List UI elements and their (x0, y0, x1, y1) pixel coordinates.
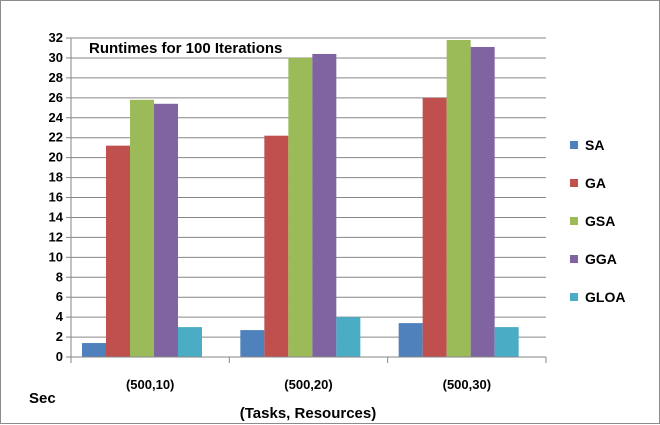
x-tick-label: (500,30) (443, 377, 491, 392)
y-tick-label: 22 (49, 130, 63, 145)
legend-swatch (570, 293, 578, 301)
bar-gsa (288, 57, 313, 357)
bar-gga (470, 46, 495, 358)
x-tick-label: (500,20) (284, 377, 332, 392)
legend-label: GGA (585, 251, 617, 267)
legend-swatch (570, 255, 578, 263)
bar-gloa (178, 327, 202, 357)
bar-ga (106, 145, 130, 357)
y-tick-label: 12 (49, 229, 63, 244)
bar-ga (422, 97, 447, 357)
legend-swatch (570, 217, 578, 225)
legend-swatch (570, 179, 578, 187)
legend-label: SA (585, 137, 604, 153)
y-tick-label: 6 (56, 289, 63, 304)
bar-gsa (130, 99, 154, 358)
y-tick-label: 10 (49, 249, 63, 264)
legend-label: GSA (585, 213, 615, 229)
y-tick-label: 24 (49, 110, 64, 125)
bar-sa (240, 330, 265, 357)
y-tick-label: 14 (49, 209, 64, 224)
bar-gloa (494, 327, 519, 357)
bar-sa (82, 343, 106, 357)
legend-label: GLOA (585, 289, 625, 305)
y-tick-label: 28 (49, 70, 63, 85)
bars (82, 39, 519, 358)
chart-title: Runtimes for 100 Iterations (89, 40, 282, 57)
legend-swatch (570, 141, 578, 149)
y-tick-label: 26 (49, 90, 63, 105)
y-tick-label: 8 (56, 269, 63, 284)
bar-gloa (336, 317, 361, 357)
x-tick-label: (500,10) (126, 377, 174, 392)
bar-sa (398, 323, 423, 357)
y-tick-label: 20 (49, 150, 63, 165)
y-tick-label: 18 (49, 170, 63, 185)
y-axis-title: Sec (29, 390, 56, 407)
legend-label: GA (585, 175, 606, 191)
bar-gga (154, 103, 178, 357)
y-tick-label: 0 (56, 349, 63, 364)
bar-ga (264, 135, 289, 357)
bar-gsa (446, 39, 471, 358)
bar-gga (312, 53, 337, 357)
y-tick-label: 30 (49, 50, 63, 65)
y-tick-label: 4 (56, 309, 64, 324)
y-tick-label: 32 (49, 30, 63, 45)
y-tick-label: 2 (56, 329, 63, 344)
legend: SA GA GSA GGA GLOA (570, 137, 625, 305)
x-axis-title: (Tasks, Resources) (240, 405, 376, 422)
y-tick-label: 16 (49, 190, 63, 205)
